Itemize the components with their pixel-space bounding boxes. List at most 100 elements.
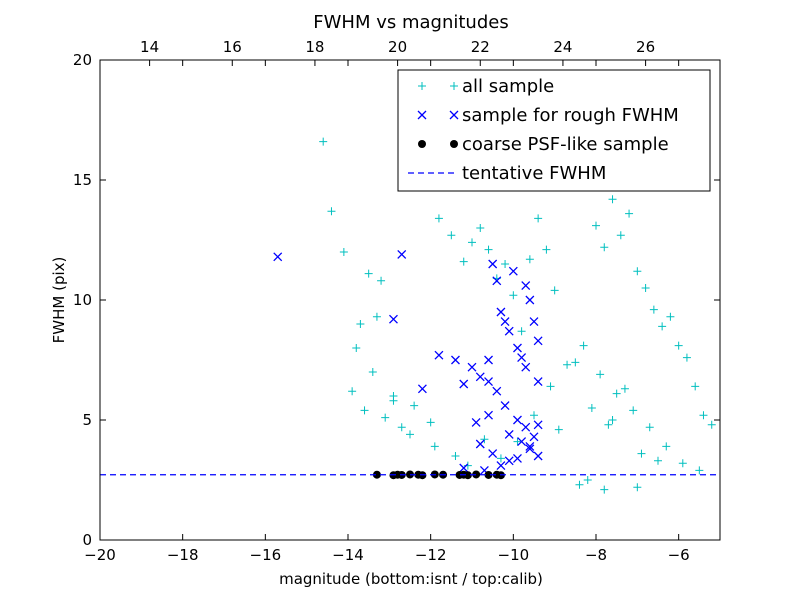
y-tick-label: 0: [82, 531, 92, 549]
point-plus: [596, 370, 605, 379]
point-cross: [484, 410, 493, 420]
point-plus: [319, 137, 328, 146]
legend-entry: tentative FWHM: [408, 163, 606, 184]
point-plus: [484, 245, 493, 254]
x-tick-label: −6: [668, 546, 690, 564]
point-cross: [517, 353, 527, 363]
x-axis-label: magnitude (bottom:isnt / top:calib): [279, 570, 543, 588]
point-plus: [463, 461, 472, 470]
point-cross: [389, 314, 398, 324]
point-plus: [633, 267, 642, 276]
point-plus: [575, 480, 584, 489]
series-1: [273, 249, 543, 475]
point-cross: [273, 252, 283, 262]
point-cross: [517, 437, 527, 447]
point-plus: [451, 452, 460, 460]
point-cross: [417, 384, 427, 394]
point-plus: [459, 257, 468, 266]
x-tick-label: −10: [498, 546, 530, 564]
point-cross: [525, 444, 535, 454]
point-plus: [662, 442, 671, 451]
point-cross: [496, 461, 506, 471]
legend-entry: coarse PSF-like sample: [418, 134, 669, 155]
point-cross: [397, 249, 407, 259]
point-plus: [496, 454, 505, 463]
point-plus: [666, 312, 675, 321]
point-plus: [430, 442, 439, 451]
point-plus: [525, 255, 534, 264]
point-plus: [625, 209, 634, 218]
top-tick-label: 18: [305, 38, 324, 56]
point-cross: [525, 441, 535, 451]
point-plus: [620, 384, 629, 393]
ticks-layer: −20 −18 −16 −14 −12 −10 −8 −6 14 16 18 20 22 24 26 0 5 10…: [73, 38, 721, 564]
point-plus: [377, 276, 386, 285]
point-plus: [563, 360, 572, 369]
point-cross: [459, 379, 469, 389]
point-plus: [682, 353, 691, 362]
point-cross: [475, 372, 485, 382]
point-plus: [571, 358, 580, 367]
point-plus: [389, 396, 398, 405]
point-cross: [492, 276, 502, 286]
point-dot: [484, 470, 493, 479]
point-cross: [504, 429, 514, 439]
point-cross: [434, 350, 444, 360]
point-plus: [534, 214, 543, 223]
point-plus: [645, 423, 654, 432]
point-plus: [339, 248, 348, 256]
data-layer: [100, 128, 720, 494]
legend-label: coarse PSF-like sample: [462, 134, 669, 155]
point-cross: [484, 355, 493, 365]
top-tick-label: 22: [471, 38, 490, 56]
point-plus: [509, 291, 518, 300]
point-cross: [484, 377, 493, 387]
point-plus: [674, 341, 683, 350]
point-plus: [447, 231, 456, 240]
point-dot: [372, 470, 381, 479]
point-cross: [533, 377, 543, 387]
point-plus: [517, 327, 526, 336]
point-plus: [600, 243, 609, 252]
point-plus: [348, 387, 357, 396]
point-plus: [637, 449, 646, 458]
point-plus: [327, 207, 336, 216]
x-tick-label: −16: [250, 546, 282, 564]
point-plus: [434, 214, 443, 223]
point-plus: [633, 483, 642, 492]
point-plus: [608, 195, 617, 204]
point-plus: [678, 459, 687, 468]
point-plus: [592, 221, 600, 230]
point-plus: [616, 231, 625, 240]
point-plus: [546, 382, 555, 391]
point-cross: [521, 362, 531, 372]
point-cross: [492, 386, 502, 396]
point-cross: [529, 317, 539, 327]
point-plus: [513, 437, 522, 446]
legend-marker-plus: [418, 82, 426, 90]
y-tick-label: 20: [73, 51, 92, 69]
point-plus: [691, 382, 700, 391]
point-plus: [410, 401, 419, 410]
legend-entry: all sample: [418, 76, 554, 97]
x-tick-label: −14: [332, 546, 364, 564]
series-0: [319, 128, 716, 494]
point-cross: [533, 336, 543, 346]
legend-marker-plus: [450, 82, 458, 90]
point-plus: [550, 286, 559, 295]
top-tick-label: 20: [388, 38, 407, 56]
point-plus: [364, 269, 373, 278]
point-plus: [649, 305, 658, 314]
y-tick-label: 5: [82, 411, 92, 429]
y-axis-label: FWHM (pix): [50, 257, 68, 344]
point-plus: [604, 420, 613, 429]
point-dot: [463, 471, 472, 480]
point-plus: [583, 476, 592, 484]
point-plus: [530, 411, 538, 420]
y-tick-label: 10: [73, 291, 92, 309]
point-cross: [521, 422, 531, 432]
point-cross: [488, 259, 498, 269]
point-plus: [356, 320, 365, 328]
point-cross: [500, 317, 510, 327]
